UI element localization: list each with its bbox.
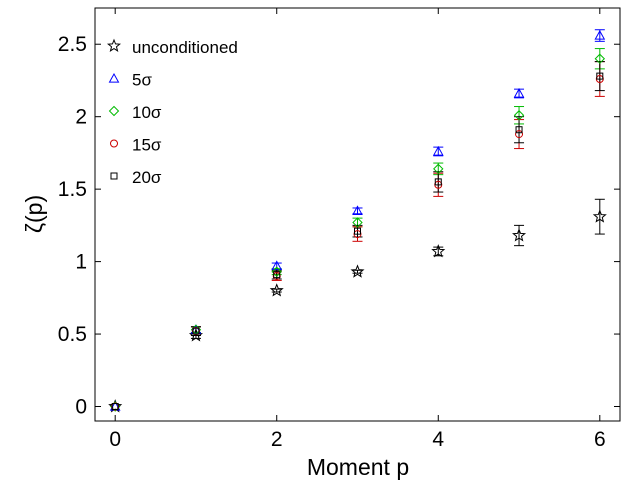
data-point-diamond (433, 163, 444, 175)
x-axis-label: Moment p (307, 454, 409, 480)
legend-marker-square (110, 172, 118, 180)
legend-label: unconditioned (132, 38, 238, 57)
x-tick-label: 6 (594, 428, 606, 451)
data-point-diamond (513, 110, 525, 121)
data-point-diamond (352, 217, 363, 228)
data-point-star (350, 264, 365, 278)
data-point-star (269, 283, 284, 297)
x-tick-label: 4 (432, 428, 444, 451)
y-tick-label: 2.5 (58, 33, 87, 56)
data-point-triangle (513, 87, 525, 98)
error-bars (190, 29, 605, 339)
data-point-triangle (271, 260, 283, 271)
data-point-triangle (352, 205, 363, 215)
legend-marker-circle (110, 139, 118, 148)
legend-label: 10σ (132, 103, 162, 122)
y-tick-label: 1 (75, 251, 87, 274)
x-tick-label: 0 (109, 428, 121, 451)
y-tick-label: 2 (75, 106, 87, 129)
data-point-triangle (594, 30, 606, 40)
data-point-square (515, 126, 523, 134)
data-point-star (512, 228, 527, 242)
axis-tick-labels: 0 2 4 6 0 0.5 1 1.5 2 2.5 (58, 33, 606, 451)
data-point-square (273, 271, 281, 279)
y-axis-label: ζ(p) (21, 195, 47, 233)
data-points (108, 30, 607, 413)
data-point-square (434, 178, 442, 186)
data-point-diamond (594, 53, 606, 64)
legend-label: 20σ (132, 168, 162, 187)
data-point-triangle (432, 145, 444, 156)
data-point-star (592, 209, 607, 223)
y-tick-label: 0 (75, 396, 87, 419)
plot-area (94, 7, 621, 422)
legend-label: 5σ (132, 71, 152, 90)
legend-marker-star (106, 38, 122, 52)
y-tick-label: 1.5 (58, 178, 87, 201)
data-point-circle (515, 130, 524, 139)
data-point-star (431, 244, 446, 258)
x-tick-label: 2 (271, 428, 283, 451)
data-point-square (192, 327, 200, 335)
legend-label: 15σ (132, 136, 162, 155)
legend-marker-triangle (108, 72, 120, 83)
data-point-square (596, 72, 604, 80)
y-tick-label: 0.5 (58, 323, 87, 346)
legend-marker-diamond (108, 105, 120, 117)
data-point-square (111, 403, 119, 411)
data-point-triangle (190, 324, 202, 334)
legend: unconditioned 5σ 10σ 15σ 20σ (106, 38, 238, 187)
data-point-diamond (271, 266, 282, 277)
axis-ticks (95, 8, 620, 421)
data-point-square (354, 227, 361, 235)
